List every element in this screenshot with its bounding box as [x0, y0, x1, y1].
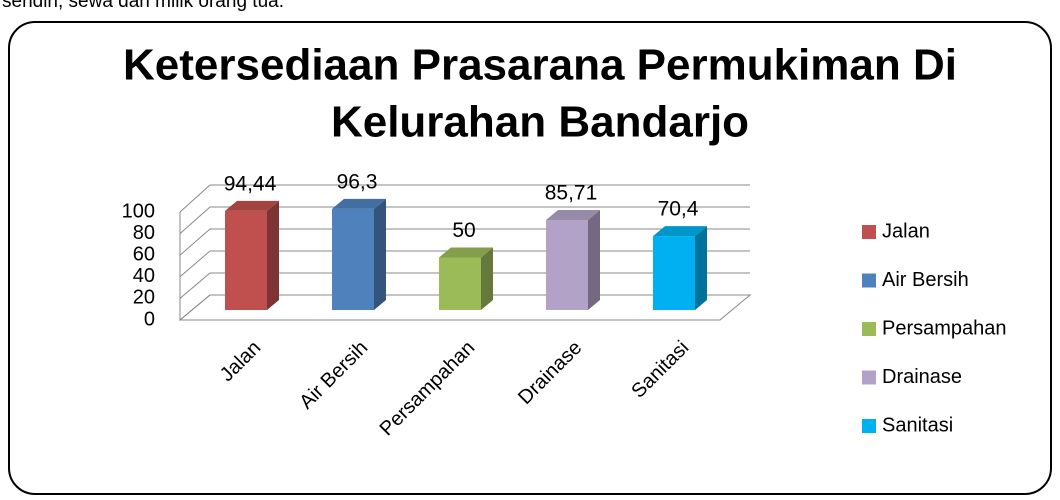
legend-swatch	[862, 370, 876, 385]
legend-swatch	[862, 225, 876, 239]
grid-line	[179, 272, 211, 299]
bar-top	[653, 226, 707, 237]
legend-swatch	[862, 419, 876, 433]
value-label: 96,3	[337, 170, 378, 193]
grid-line	[179, 250, 211, 278]
bar-top	[332, 198, 386, 209]
legend-label: Persampahan	[882, 317, 1007, 339]
legend-swatch	[862, 273, 876, 288]
bar-side	[695, 226, 707, 310]
value-label: 94,44	[224, 172, 277, 195]
y-tick-label: 100	[122, 200, 155, 222]
y-tick-label: 0	[144, 308, 155, 330]
page-text-above: sendiri, sewa dan milik orang tua.	[2, 0, 284, 12]
bar-side	[481, 247, 493, 310]
bar	[653, 236, 695, 310]
legend-label: Sanitasi	[882, 414, 953, 436]
bar	[225, 210, 267, 310]
bar-side	[267, 200, 279, 310]
legend-label: Drainase	[882, 366, 962, 388]
grid-line	[179, 294, 211, 321]
y-tick-label: 40	[133, 265, 155, 287]
legend-label: Jalan	[882, 220, 930, 242]
grid-line	[179, 184, 211, 213]
bar	[439, 257, 481, 310]
y-tick-label: 60	[133, 243, 155, 265]
bar	[332, 208, 374, 310]
bar-side	[588, 210, 600, 310]
legend-swatch	[862, 322, 876, 336]
bar-top	[546, 210, 600, 221]
bar-side	[374, 198, 386, 310]
chart-frame	[8, 21, 1052, 495]
bar	[546, 220, 588, 310]
value-label: 70,4	[658, 198, 699, 221]
value-label: 85,71	[545, 182, 598, 205]
chart-title: Kelurahan Bandarjo	[331, 98, 749, 147]
bar-top	[225, 200, 279, 211]
grid-line	[179, 206, 211, 234]
bar-top	[439, 247, 493, 258]
chart-title: Ketersediaan Prasarana Permukiman Di	[123, 41, 957, 90]
value-label: 50	[452, 219, 475, 242]
legend-label: Air Bersih	[882, 269, 969, 291]
grid-line	[179, 228, 211, 256]
y-tick-label: 80	[133, 222, 155, 244]
y-tick-label: 20	[133, 287, 155, 309]
